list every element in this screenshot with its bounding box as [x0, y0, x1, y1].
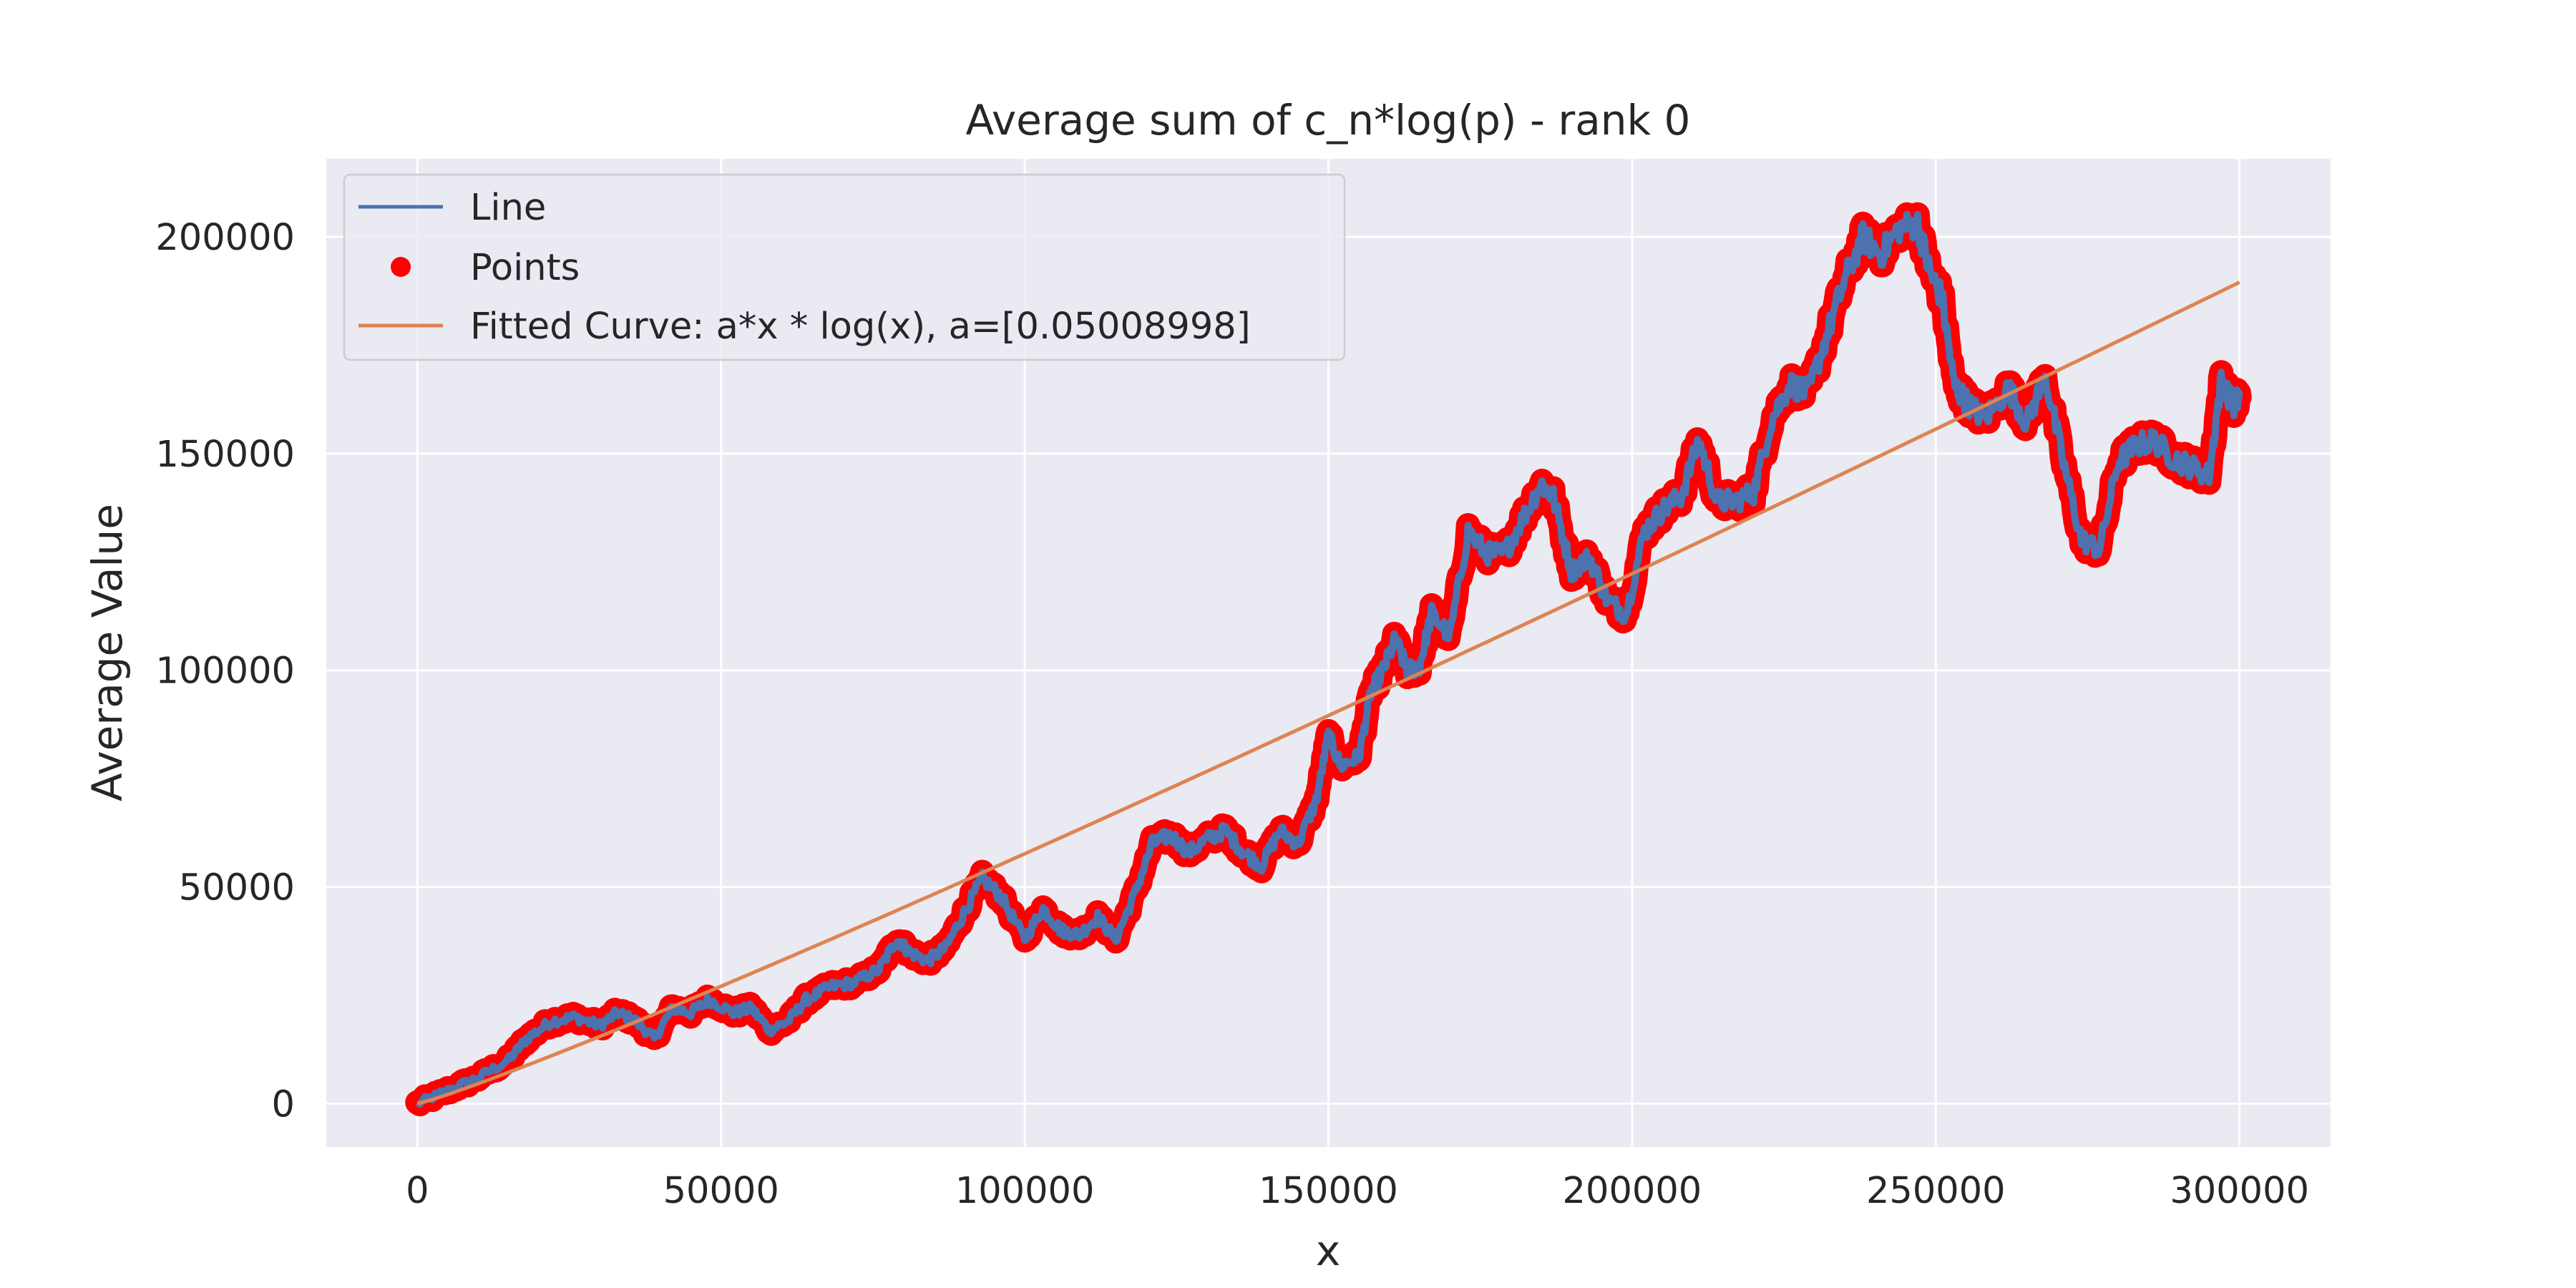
- legend-points-swatch: [391, 257, 411, 277]
- series-layer: [405, 202, 2252, 1117]
- legend-label-fitted-curve: Fitted Curve: a*x * log(x), a=[0.0500899…: [470, 306, 1251, 348]
- line-series: [415, 210, 2243, 1108]
- y-tick-label: 200000: [155, 217, 295, 259]
- x-tick-label: 0: [406, 1170, 429, 1212]
- legend-label-points: Points: [470, 247, 580, 289]
- x-axis-label: x: [1316, 1226, 1340, 1275]
- x-tick-labels: 0 50000 100000 150000 200000 250000 300000: [406, 1170, 2309, 1212]
- x-tick-label: 150000: [1259, 1170, 1398, 1212]
- y-tick-label: 0: [272, 1083, 295, 1126]
- legend-box: [343, 173, 1346, 361]
- legend: Line Points Fitted Curve: a*x * log(x), …: [343, 173, 1346, 361]
- y-axis-label: Average Value: [83, 504, 132, 801]
- x-tick-label: 50000: [663, 1170, 779, 1212]
- chart-title: Average sum of c_n*log(p) - rank 0: [966, 96, 1691, 145]
- x-tick-label: 250000: [1866, 1170, 2006, 1212]
- x-tick-label: 200000: [1563, 1170, 1702, 1212]
- legend-label-line: Line: [470, 187, 546, 229]
- y-tick-label: 100000: [155, 650, 295, 693]
- fitted-curve: [416, 280, 2240, 1106]
- y-tick-label: 150000: [155, 434, 295, 476]
- x-tick-label: 100000: [955, 1170, 1095, 1212]
- y-tick-label: 50000: [179, 867, 295, 909]
- x-tick-label: 300000: [2170, 1170, 2309, 1212]
- y-tick-labels: 0 50000 100000 150000 200000: [155, 217, 295, 1126]
